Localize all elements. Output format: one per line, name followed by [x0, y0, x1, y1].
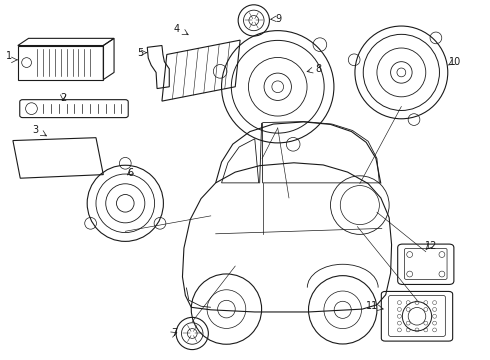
Text: 9: 9 [275, 14, 281, 24]
Text: 5: 5 [137, 48, 144, 58]
Text: 8: 8 [315, 64, 321, 74]
Text: 12: 12 [424, 241, 437, 251]
Text: 6: 6 [127, 168, 133, 178]
Text: 11: 11 [366, 301, 378, 311]
Text: 7: 7 [171, 328, 177, 338]
Text: 2: 2 [60, 93, 66, 103]
Text: 1: 1 [6, 51, 13, 61]
Text: 10: 10 [449, 57, 461, 67]
Text: 4: 4 [173, 24, 180, 35]
Text: 3: 3 [33, 125, 39, 135]
